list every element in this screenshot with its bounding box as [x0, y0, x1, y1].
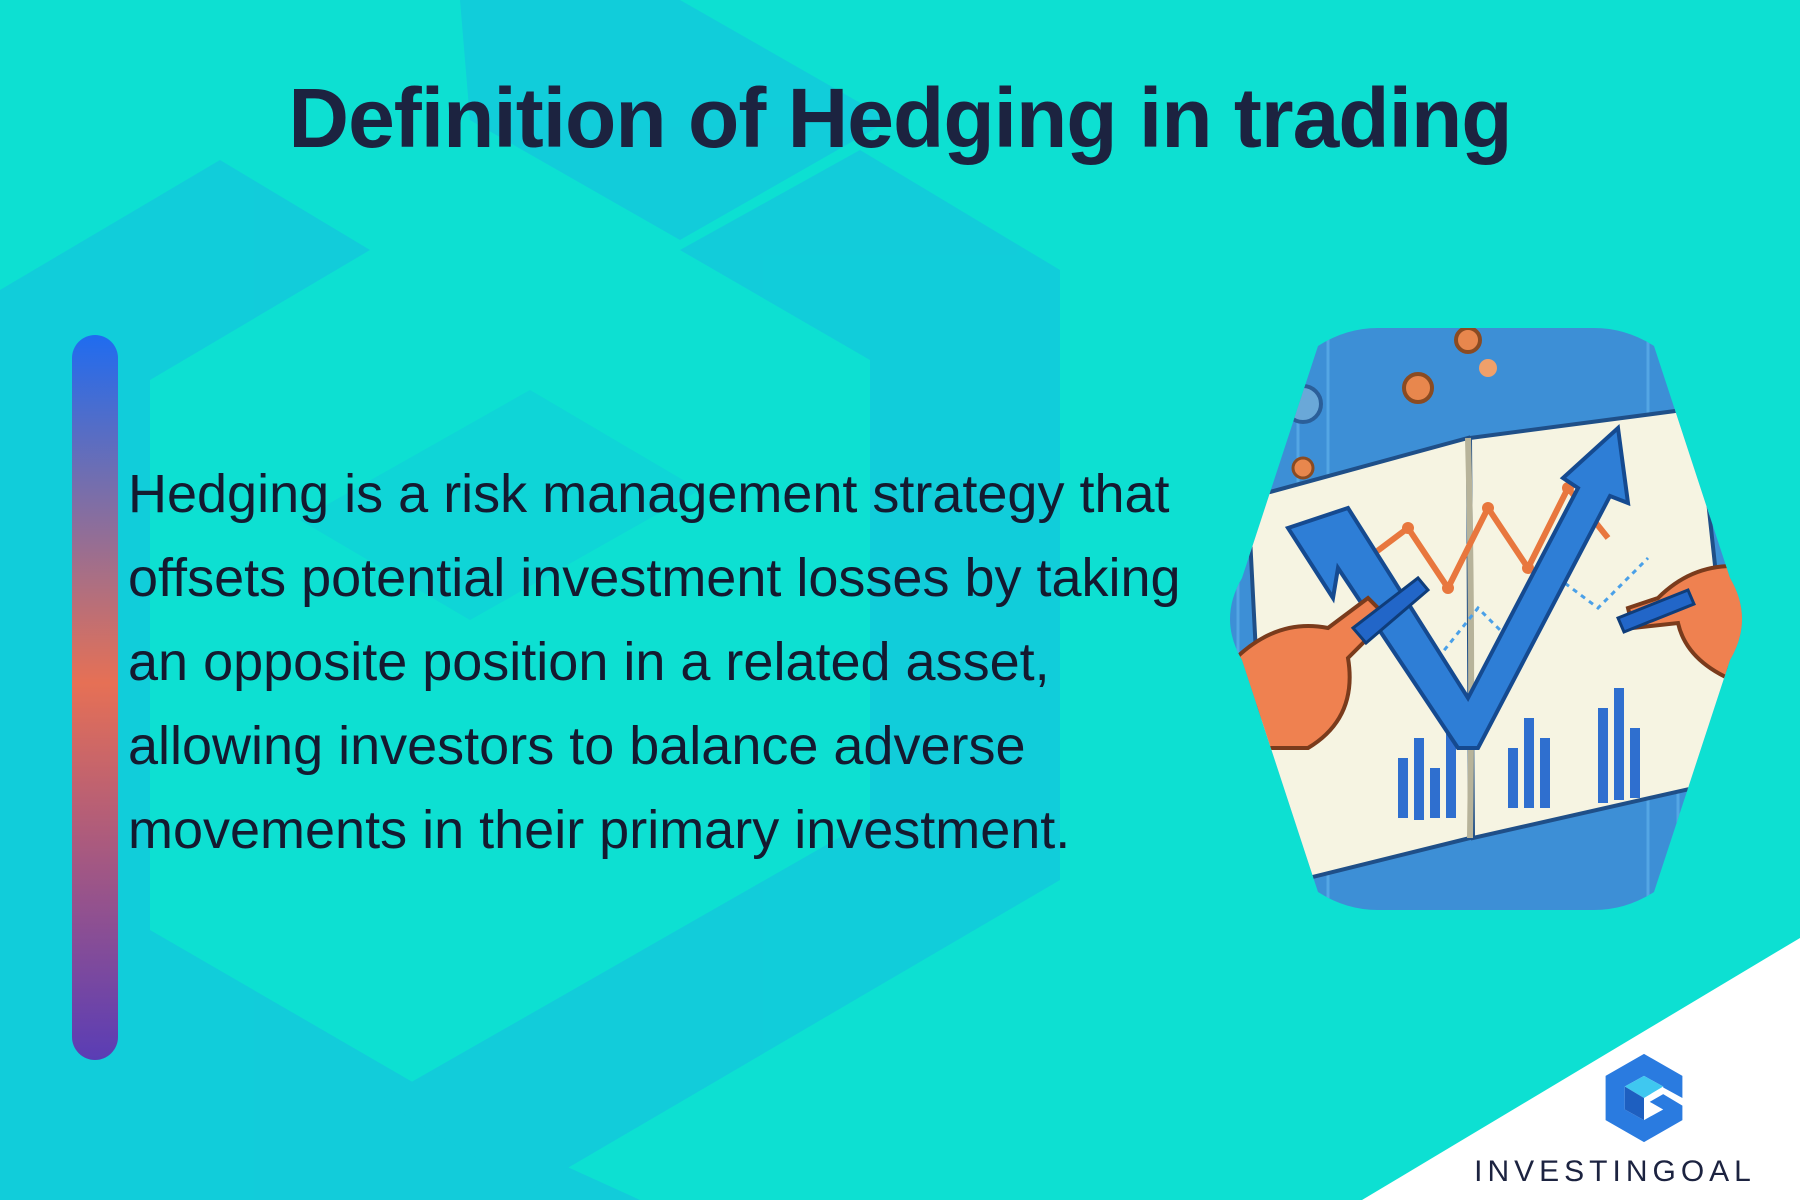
- gradient-accent-bar: [72, 335, 118, 1060]
- investingoal-logo-icon: [1605, 1053, 1683, 1143]
- definition-text: Hedging is a risk management strategy th…: [128, 464, 1181, 860]
- brand-name: INVESTINGOAL: [1474, 1155, 1756, 1188]
- hand-drawing-chart-notebook-icon: [1230, 328, 1742, 910]
- page-title: Definition of Hedging in trading: [288, 71, 1512, 165]
